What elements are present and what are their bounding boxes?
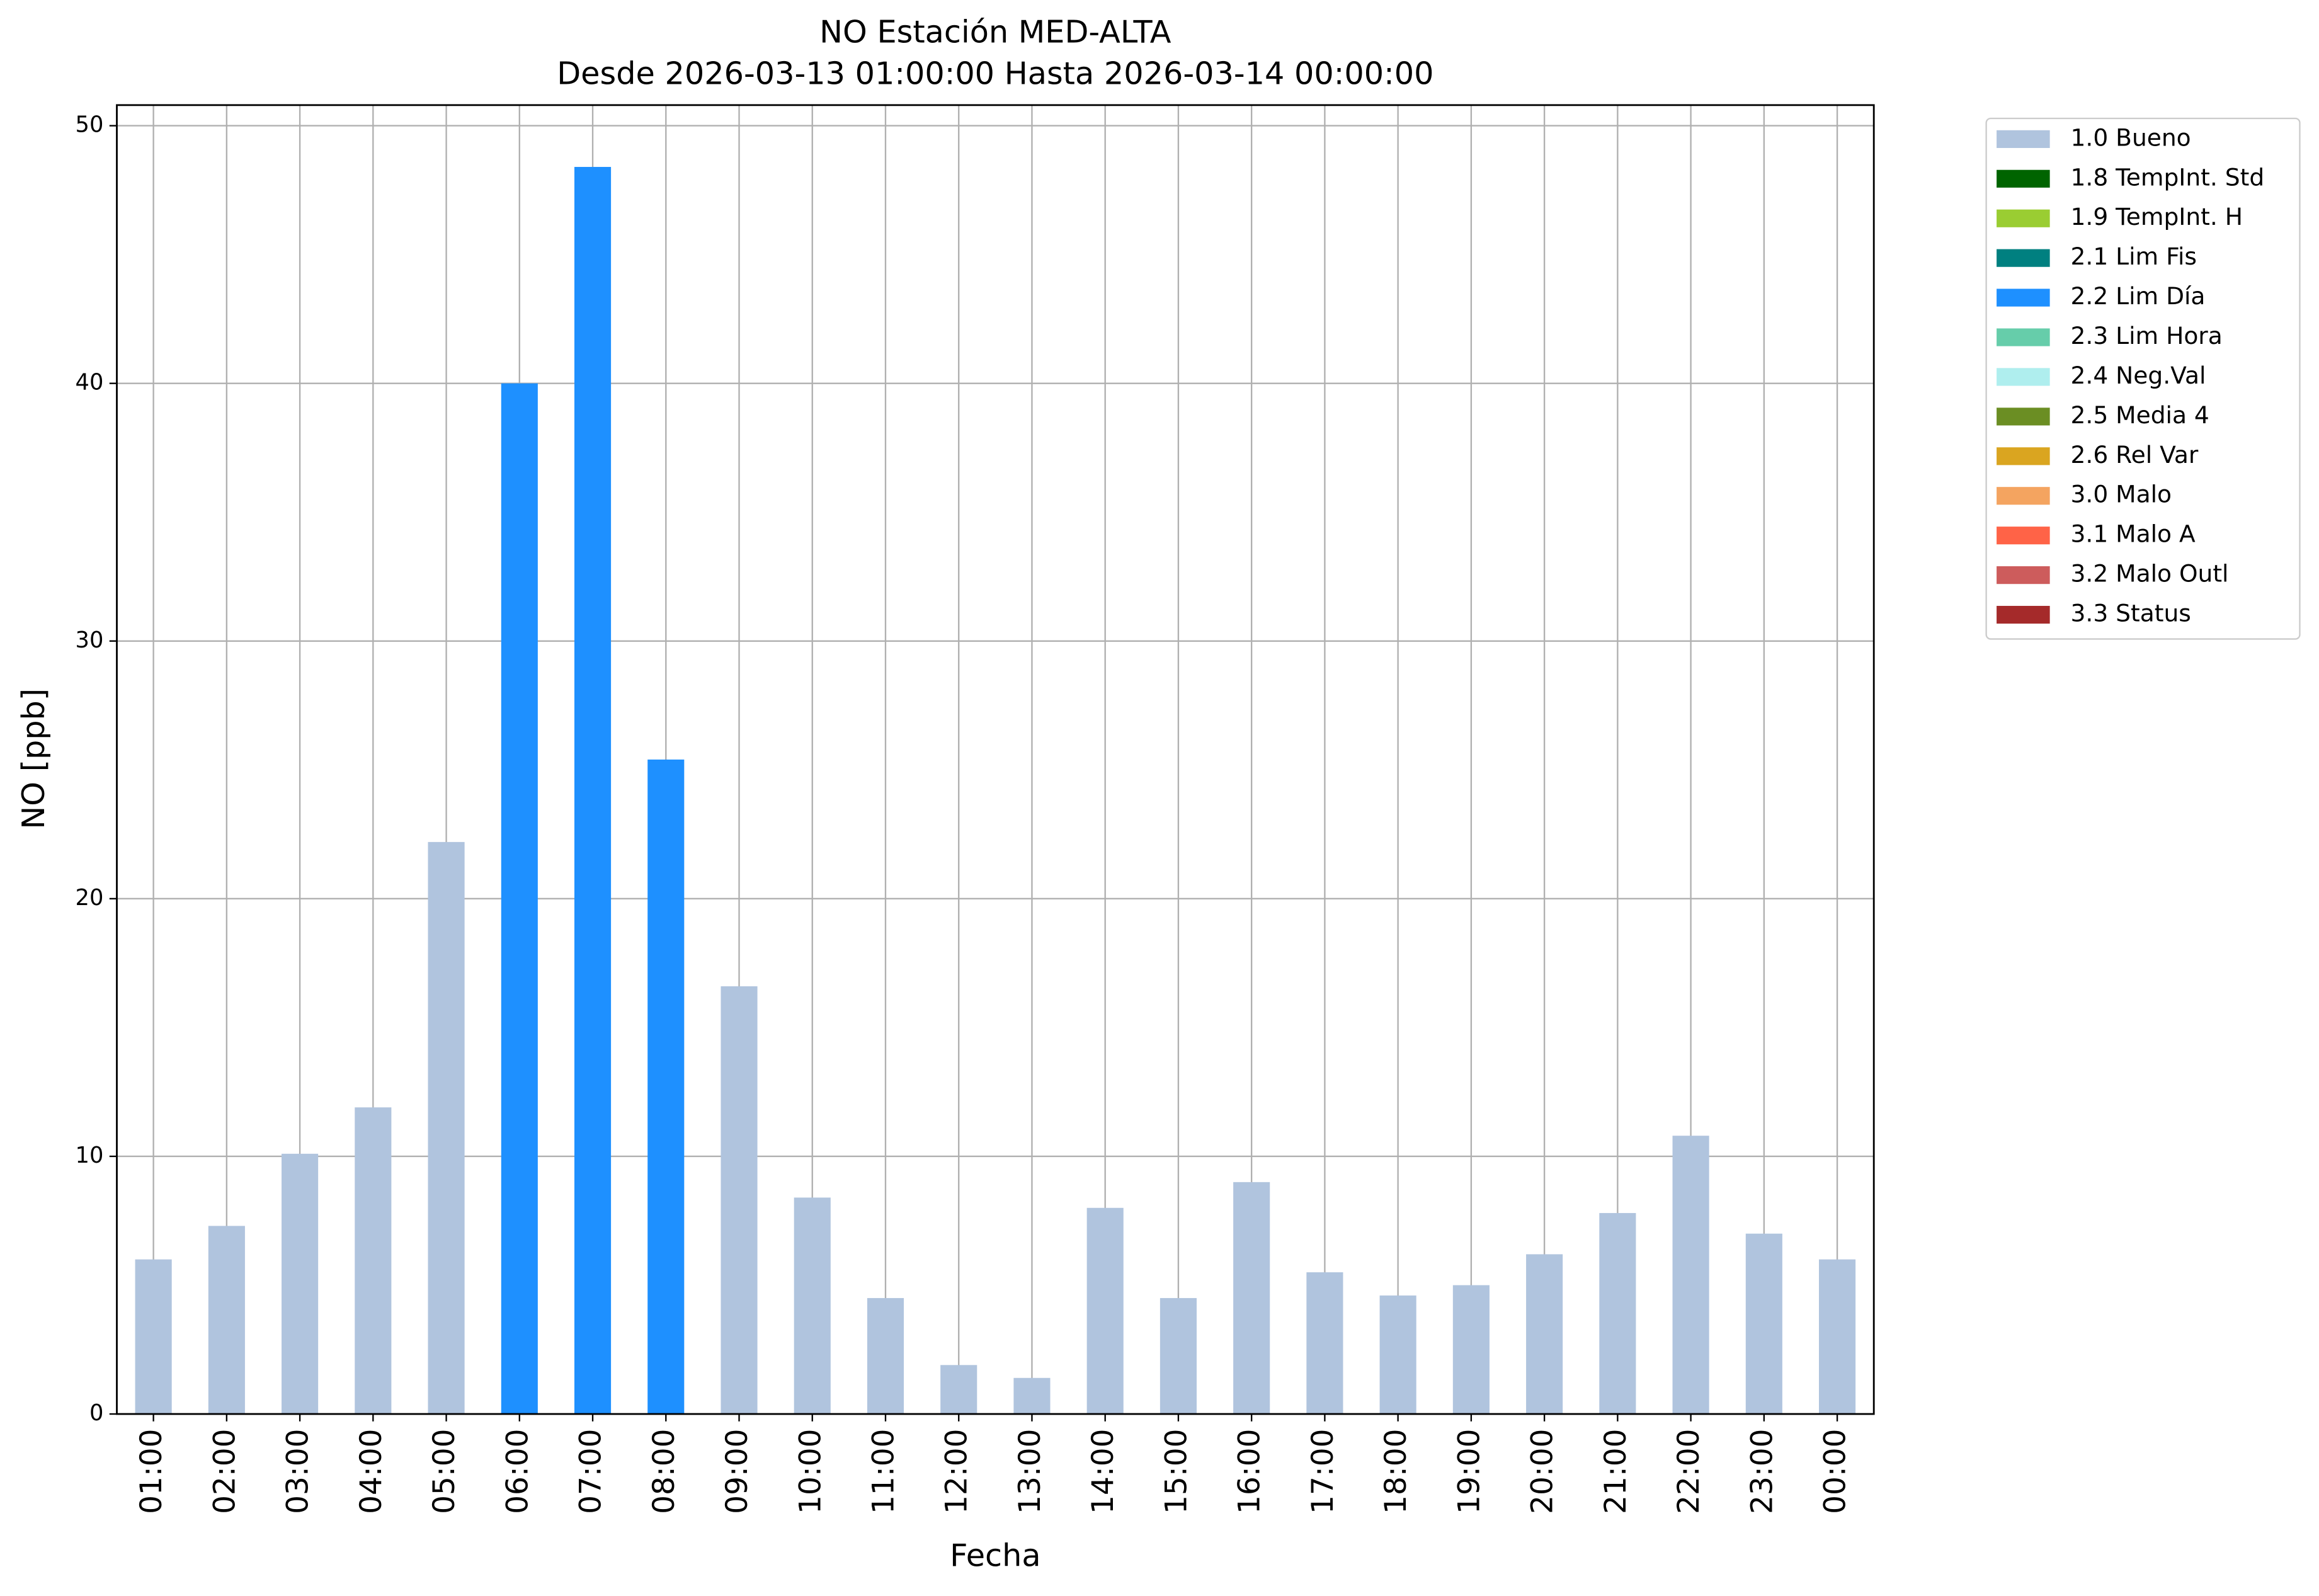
y-axis-label: NO [ppb] <box>15 688 52 829</box>
bar <box>1745 1233 1782 1415</box>
legend-swatch <box>1997 605 2050 624</box>
bar <box>1672 1136 1709 1415</box>
x-tick-label: 13:00 <box>1013 1429 1047 1514</box>
legend-swatch <box>1997 566 2050 584</box>
x-tick-label: 23:00 <box>1745 1429 1779 1514</box>
bar <box>282 1153 319 1415</box>
legend-swatch <box>1997 169 2050 188</box>
legend-box <box>1985 117 2301 640</box>
x-tick-label: 04:00 <box>354 1429 389 1514</box>
legend-swatch <box>1997 249 2050 267</box>
legend-swatch <box>1997 447 2050 465</box>
legend-swatch <box>1997 288 2050 307</box>
plot-frame <box>116 104 1875 1415</box>
x-tick-label: 02:00 <box>207 1429 242 1514</box>
legend-swatch <box>1997 408 2050 426</box>
bar <box>208 1226 245 1415</box>
bar <box>794 1197 831 1415</box>
legend-label: 1.0 Bueno <box>2071 123 2191 151</box>
legend-label: 2.6 Rel Var <box>2071 441 2199 469</box>
legend-label: 2.1 Lim Fis <box>2071 242 2197 270</box>
axes: 0 10 20 30 40 50 01:00 02:00 03:00 04:00 05:00 06:0… <box>76 112 1853 1514</box>
legend-label: 2.4 Neg.Val <box>2071 362 2206 389</box>
chart-title: NO Estación MED-ALTA <box>819 14 1171 50</box>
bar <box>647 759 685 1415</box>
legend-swatch <box>1997 527 2050 545</box>
legend-swatch <box>1997 209 2050 227</box>
x-tick-label: 18:00 <box>1379 1429 1413 1514</box>
legend-swatch <box>1997 368 2050 386</box>
x-tick-label: 03:00 <box>281 1429 316 1514</box>
bar <box>501 383 538 1415</box>
legend-swatch <box>1997 130 2050 148</box>
x-tick-label: 08:00 <box>647 1429 681 1514</box>
legend-label: 2.3 Lim Hora <box>2071 322 2223 350</box>
x-tick-label: 17:00 <box>1306 1429 1340 1514</box>
bar <box>428 841 465 1415</box>
bar <box>1160 1297 1197 1415</box>
legend-label: 3.0 Malo <box>2071 481 2172 508</box>
x-tick-label: 07:00 <box>574 1429 608 1514</box>
x-tick-label: 11:00 <box>866 1429 901 1514</box>
bar <box>1306 1272 1343 1415</box>
x-tick-label: 14:00 <box>1086 1429 1120 1514</box>
legend-swatch <box>1997 487 2050 505</box>
legend-label: 3.3 Status <box>2071 600 2191 627</box>
legend-label: 2.5 Media 4 <box>2071 401 2209 429</box>
legend-label: 3.1 Malo A <box>2071 520 2196 548</box>
x-tick-label: 00:00 <box>1818 1429 1853 1514</box>
chart-subtitle: Desde 2026-03-13 01:00:00 Hasta 2026-03-… <box>557 55 1433 91</box>
bar <box>1086 1207 1124 1415</box>
x-tick-label: 21:00 <box>1598 1429 1633 1514</box>
y-tick-label: 10 <box>76 1143 104 1168</box>
legend-label: 2.2 Lim Día <box>2071 282 2206 310</box>
x-tick-label: 10:00 <box>793 1429 828 1514</box>
bar <box>135 1259 172 1415</box>
legend-label: 1.9 TempInt. H <box>2071 203 2243 231</box>
x-tick-label: 06:00 <box>500 1429 535 1514</box>
y-tick-label: 30 <box>76 627 104 653</box>
legend-swatch <box>1997 328 2050 346</box>
bar <box>574 167 612 1415</box>
x-tick-label: 22:00 <box>1672 1429 1706 1514</box>
bar <box>1013 1377 1051 1415</box>
bar <box>1452 1285 1490 1415</box>
x-tick-label: 05:00 <box>427 1429 462 1514</box>
bar <box>1379 1295 1416 1415</box>
bar <box>940 1365 977 1415</box>
bar <box>721 986 758 1415</box>
y-tick-label: 0 <box>89 1400 103 1426</box>
y-tick-label: 40 <box>76 370 104 396</box>
x-tick-label: 20:00 <box>1525 1429 1560 1514</box>
x-tick-label: 12:00 <box>940 1429 974 1514</box>
x-tick-label: 19:00 <box>1452 1429 1486 1514</box>
bar <box>1819 1259 1856 1415</box>
x-tick-label: 16:00 <box>1233 1429 1267 1514</box>
bars <box>135 167 1856 1415</box>
x-tick-label: 15:00 <box>1159 1429 1194 1514</box>
bar <box>867 1297 904 1415</box>
x-tick-label: 01:00 <box>134 1429 169 1514</box>
x-axis-label: Fecha <box>950 1537 1041 1573</box>
y-tick-label: 20 <box>76 885 104 911</box>
legend-label: 1.8 TempInt. Std <box>2071 163 2265 191</box>
bar <box>1599 1212 1636 1415</box>
y-tick-label: 50 <box>76 112 104 138</box>
bar <box>1233 1182 1270 1415</box>
bar <box>355 1107 392 1415</box>
x-tick-label: 09:00 <box>720 1429 755 1514</box>
legend: 1.0 Bueno 1.8 TempInt. Std 1.9 TempInt. H 2… <box>1997 123 2264 627</box>
bar <box>1526 1254 1563 1415</box>
legend-label: 3.2 Malo Outl <box>2071 560 2229 588</box>
